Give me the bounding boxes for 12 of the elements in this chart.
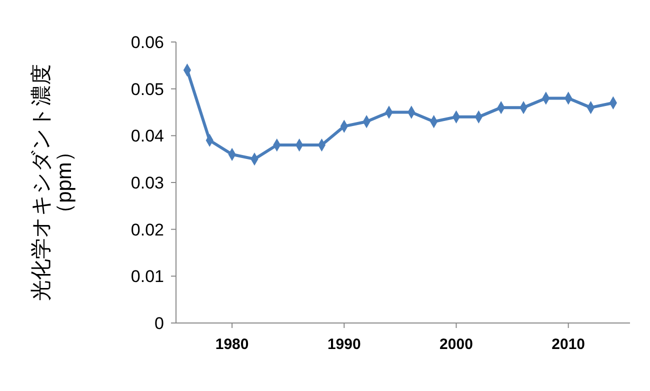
y-axis-title: 光化学オキシダント濃度（ppm） xyxy=(30,64,76,301)
y-tick-label: 0.03 xyxy=(130,173,164,192)
y-tick-label: 0.05 xyxy=(130,80,164,99)
x-tick-label: 1990 xyxy=(327,336,361,353)
x-tick-label: 1980 xyxy=(215,336,249,353)
y-tick-label: 0.01 xyxy=(130,267,164,286)
y-tick-label: 0.06 xyxy=(130,32,164,52)
x-tick-label: 2000 xyxy=(440,336,473,353)
y-tick-label: 0 xyxy=(154,314,164,333)
x-tick-label: 2010 xyxy=(552,336,586,353)
y-tick-label: 0.02 xyxy=(130,220,164,240)
y-tick-label: 0.04 xyxy=(130,126,164,146)
